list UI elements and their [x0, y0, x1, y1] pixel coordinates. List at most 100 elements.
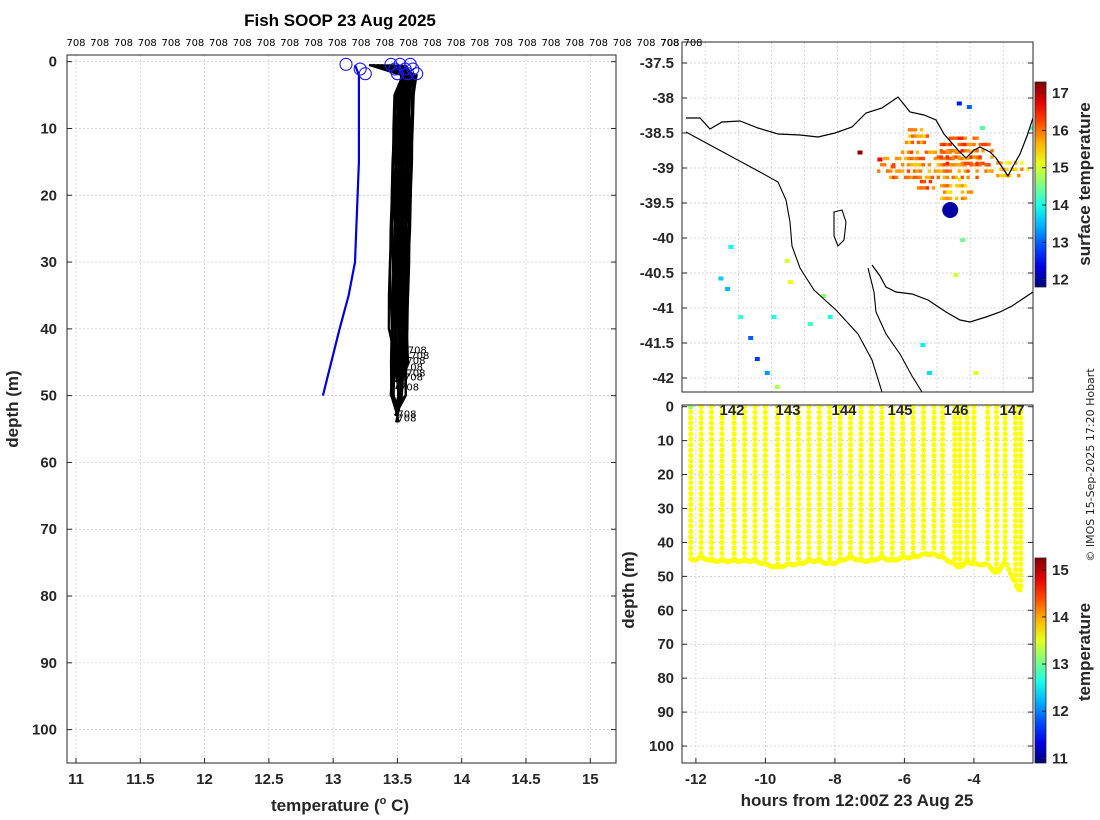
- timeseries-point: [698, 518, 704, 524]
- map-sst-speckle: [966, 105, 972, 109]
- map-sst-pixel: [960, 156, 964, 161]
- timeseries-frame: [681, 404, 1034, 764]
- timeseries-point: [708, 480, 715, 486]
- timeseries-point: [816, 420, 822, 426]
- timeseries-point: [795, 431, 802, 437]
- map-sst-speckle: [748, 336, 754, 340]
- map-sst-pixel: [900, 169, 905, 173]
- timeseries-point: [889, 431, 895, 437]
- map-sst-pixel: [963, 156, 967, 161]
- timeseries-point: [806, 534, 812, 540]
- timeseries-point: [931, 409, 937, 415]
- timeseries-point: [1002, 550, 1008, 556]
- timeseries-point: [827, 453, 833, 459]
- timeseries-point: [900, 436, 906, 442]
- map-sst-pixel: [948, 156, 952, 161]
- map-sst-pixel: [957, 169, 961, 173]
- profile-top-vessel-label: 708: [518, 38, 537, 49]
- map-sst-pixel: [910, 128, 915, 132]
- timeseries-point: [952, 539, 958, 546]
- profile-bottom-vessel-label: 708: [404, 362, 423, 373]
- timeseries-point: [719, 405, 725, 410]
- timeseries-point: [762, 512, 769, 518]
- timeseries-point: [910, 431, 916, 437]
- timeseries-point: [993, 512, 1000, 518]
- timeseries-point: [920, 523, 927, 529]
- timeseries-point: [795, 491, 802, 497]
- timeseries-point: [827, 507, 833, 513]
- timeseries-point: [993, 491, 1000, 497]
- timeseries-point: [900, 507, 906, 513]
- timeseries-point: [731, 480, 737, 486]
- timeseries-point: [775, 550, 781, 556]
- map-sst-pixel: [933, 150, 938, 154]
- timeseries-point: [952, 447, 958, 453]
- profile-y-ticks: 0 10 20 30 40 50 60 70 80 90 100: [32, 54, 616, 739]
- timeseries-point: [762, 545, 769, 551]
- map-sst-pixel: [960, 184, 965, 188]
- timeseries-point: [889, 534, 895, 540]
- timeseries-point: [775, 436, 781, 442]
- map-y-tick-label: -39.5: [640, 195, 674, 212]
- timeseries-point: [688, 480, 694, 486]
- map-sst-speckle: [774, 385, 780, 389]
- timeseries-y-axis-label: depth (m): [619, 551, 638, 628]
- timeseries-point: [964, 453, 970, 459]
- timeseries-point: [1013, 501, 1019, 507]
- timeseries-point: [910, 501, 916, 507]
- timeseries-point: [964, 409, 970, 415]
- timeseries-point: [752, 474, 758, 480]
- map-sst-pixel: [957, 184, 962, 188]
- timeseries-point: [742, 420, 748, 426]
- timeseries-point: [889, 480, 895, 486]
- timeseries-point: [889, 463, 895, 469]
- timeseries-point: [837, 523, 843, 529]
- timeseries-point: [775, 474, 781, 480]
- timeseries-point: [719, 545, 725, 551]
- timeseries-point: [837, 512, 843, 518]
- map-sst-pixel: [931, 186, 936, 190]
- map-sst-pixel: [927, 163, 932, 167]
- timeseries-point: [879, 453, 885, 459]
- timeseries-point: [900, 474, 906, 480]
- timeseries-point: [837, 447, 843, 453]
- timeseries-point: [1013, 405, 1019, 410]
- timeseries-point: [785, 447, 791, 453]
- timeseries-point: [879, 420, 885, 426]
- timeseries-point: [993, 458, 1000, 464]
- timeseries-point: [952, 415, 958, 421]
- map-y-tick-label: -40: [652, 230, 674, 247]
- timeseries-point: [806, 453, 812, 459]
- timeseries-point: [827, 469, 833, 475]
- timeseries-point: [795, 480, 802, 486]
- timeseries-point: [952, 405, 958, 410]
- map-sst-pixel: [984, 142, 988, 147]
- map-sst-pixel: [1011, 167, 1015, 171]
- map-sst-pixel: [924, 150, 929, 154]
- timeseries-point: [920, 534, 927, 540]
- timeseries-point: [806, 545, 812, 551]
- profile-top-vessel-label: 708: [66, 38, 85, 49]
- timeseries-point: [964, 415, 970, 421]
- timeseries-point: [719, 534, 725, 540]
- timeseries-point: [785, 491, 791, 497]
- timeseries-point: [762, 523, 769, 529]
- timeseries-point: [879, 539, 885, 546]
- timeseries-point: [910, 415, 916, 421]
- map-sst-pixel: [966, 142, 970, 147]
- timeseries-point: [964, 529, 970, 535]
- timeseries-point: [731, 539, 737, 546]
- timeseries-point: [858, 512, 864, 518]
- timeseries-point: [785, 556, 791, 562]
- timeseries-point: [698, 507, 704, 513]
- timeseries-point: [731, 453, 737, 459]
- timeseries-point: [868, 474, 875, 480]
- timeseries-point: [752, 501, 758, 507]
- timeseries-point: [731, 512, 737, 518]
- timeseries-point: [752, 469, 758, 475]
- timeseries-point: [952, 518, 958, 524]
- timeseries-point: [806, 539, 812, 546]
- timeseries-point: [795, 415, 802, 421]
- timeseries-point: [858, 409, 864, 415]
